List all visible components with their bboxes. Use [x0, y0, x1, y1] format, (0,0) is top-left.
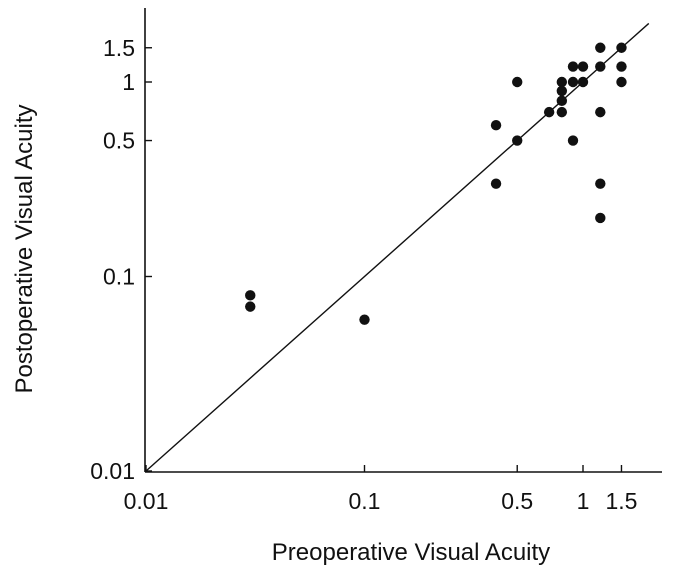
data-point — [556, 95, 568, 107]
data-point — [616, 42, 627, 53]
data-point — [556, 106, 568, 118]
tick-labels: 0.01 0.1 0.5 1 1.5 0.01 0.1 0.5 1 1.5 — [90, 35, 637, 514]
data-point — [359, 314, 370, 325]
x-tick-label: 0.1 — [349, 488, 381, 514]
data-point — [595, 42, 606, 53]
y-tick-label: 1.5 — [103, 35, 135, 61]
y-tick-label: 0.01 — [90, 458, 135, 484]
data-points — [245, 42, 627, 325]
data-point — [577, 61, 589, 72]
data-point — [595, 61, 606, 72]
data-point — [595, 106, 606, 118]
data-point — [245, 290, 256, 301]
data-point — [245, 301, 256, 312]
data-point — [556, 85, 568, 97]
data-point — [490, 119, 502, 131]
x-tick-label: 0.01 — [124, 488, 169, 514]
plot-area — [144, 8, 662, 473]
x-axis-title: Preoperative Visual Acuity — [272, 539, 550, 566]
x-tick-label: 1.5 — [605, 488, 637, 514]
identity-line — [145, 22, 650, 472]
data-point — [616, 76, 627, 88]
y-tick-label: 1 — [122, 69, 135, 95]
y-tick-label: 0.1 — [103, 264, 135, 290]
data-point — [512, 135, 523, 146]
data-point — [543, 106, 555, 118]
data-point — [567, 61, 579, 72]
data-point — [616, 61, 627, 72]
y-axis-title: Postoperative Visual Acuity — [11, 104, 38, 393]
data-point — [577, 76, 589, 88]
data-point — [595, 178, 606, 189]
data-point — [567, 135, 579, 146]
data-point — [556, 76, 568, 88]
x-tick-label: 0.5 — [501, 488, 533, 514]
data-point — [512, 76, 523, 88]
x-tick-label: 1 — [577, 488, 590, 514]
data-point — [567, 76, 579, 88]
data-point — [490, 178, 502, 189]
y-tick-label: 0.5 — [103, 128, 135, 154]
data-point — [595, 212, 606, 224]
